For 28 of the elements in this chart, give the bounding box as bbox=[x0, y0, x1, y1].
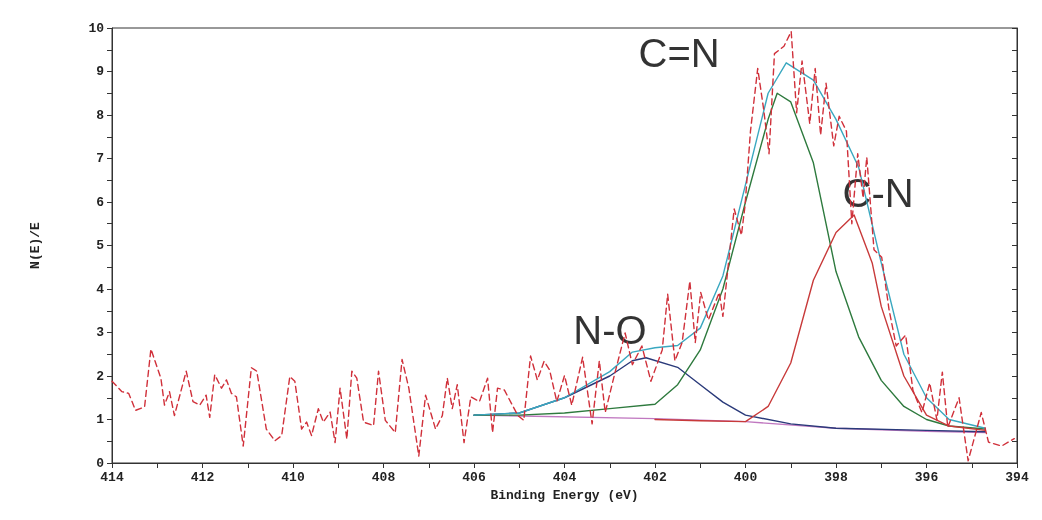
y-tick-label: 4 bbox=[96, 281, 105, 297]
x-tick-label: 398 bbox=[824, 470, 848, 485]
x-tick-label: 410 bbox=[281, 470, 305, 485]
x-tick-label: 412 bbox=[190, 470, 215, 485]
y-tick-label: 9 bbox=[96, 64, 105, 79]
x-tick-label: 394 bbox=[1005, 470, 1029, 485]
x-tick-label: 404 bbox=[552, 470, 577, 485]
annotation: N-O bbox=[573, 307, 647, 352]
x-tick-label: 396 bbox=[914, 470, 939, 485]
x-tick-label: 400 bbox=[733, 470, 758, 485]
y-tick-label: 0 bbox=[96, 455, 105, 471]
annotation: C=N bbox=[638, 31, 720, 76]
y-tick-label: 5 bbox=[96, 238, 105, 253]
y-tick-label: 2 bbox=[96, 368, 105, 384]
line-series bbox=[654, 214, 987, 432]
y-tick-label: 3 bbox=[96, 325, 105, 340]
x-tick-label: 414 bbox=[100, 470, 124, 485]
x-axis-title: Binding Energy (eV) bbox=[490, 488, 639, 503]
y-tick-label: 6 bbox=[96, 194, 105, 210]
x-tick-label: 408 bbox=[371, 470, 396, 485]
y-tick-label: 1 bbox=[96, 412, 105, 427]
y-tick-label: 10 bbox=[88, 20, 105, 36]
y-axis-title: N(E)/E bbox=[28, 221, 43, 269]
x-tick-label: 402 bbox=[643, 470, 667, 485]
x-tick-label: 406 bbox=[462, 470, 486, 485]
y-tick-label: 7 bbox=[96, 151, 104, 166]
y-tick-label: 8 bbox=[96, 107, 105, 123]
line-series bbox=[111, 30, 1015, 462]
